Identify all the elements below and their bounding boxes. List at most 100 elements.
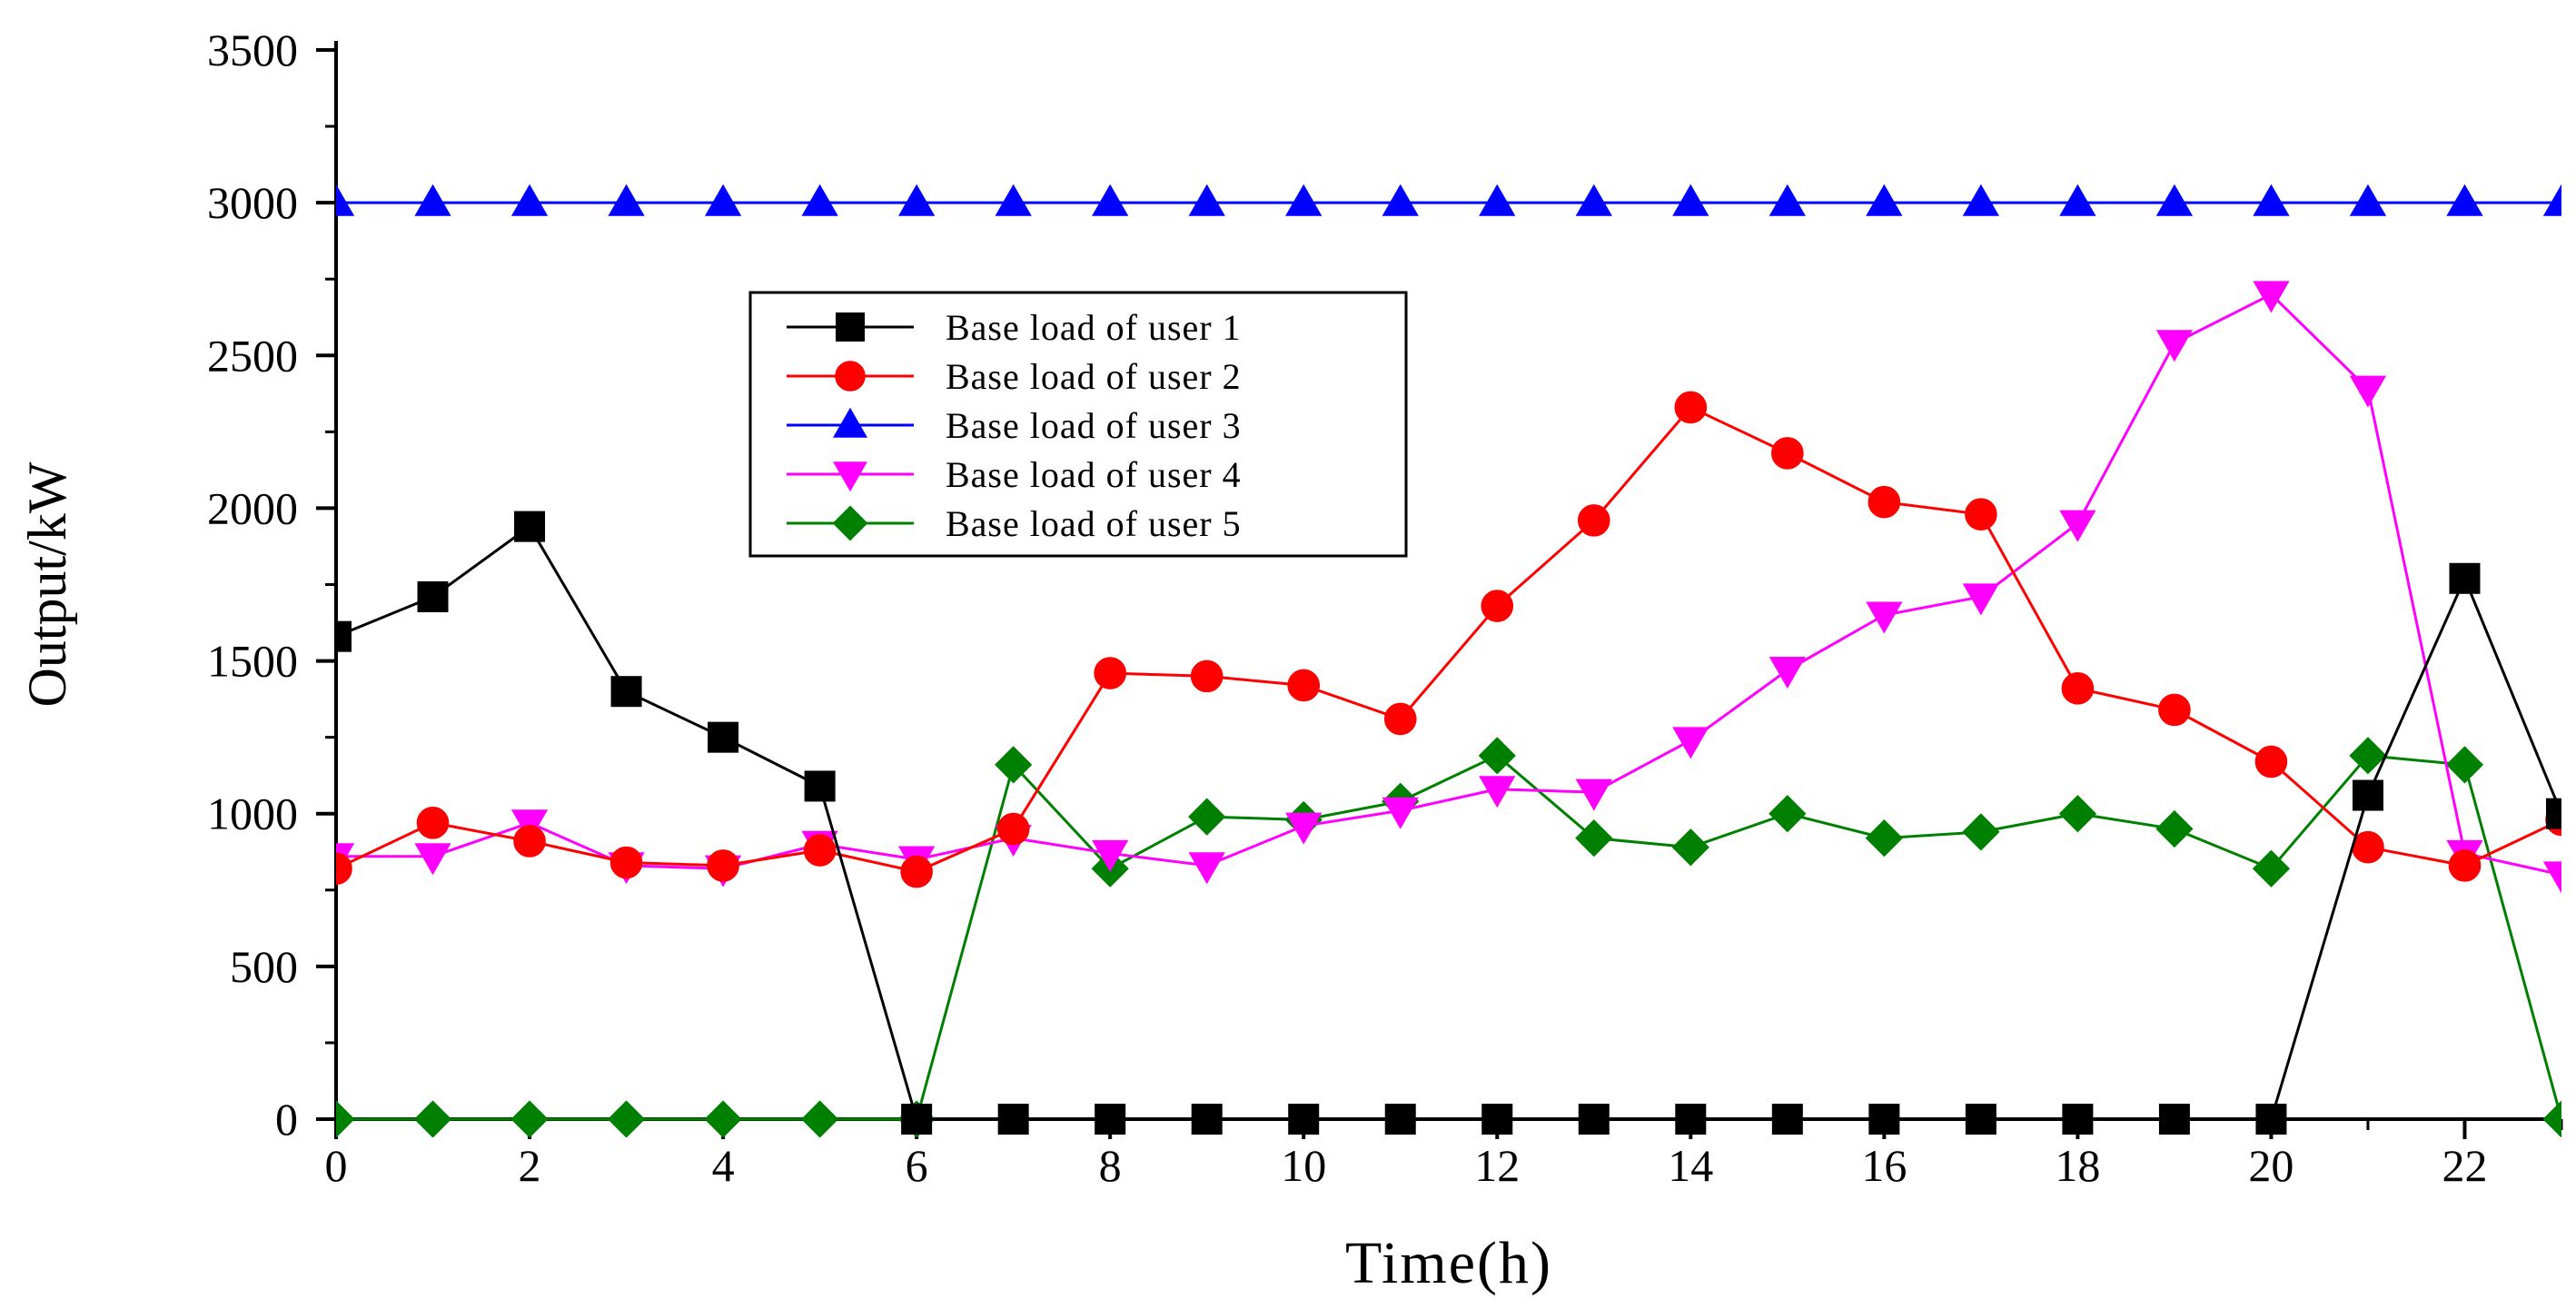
- plot-series: [336, 183, 2561, 1137]
- data-point-user-2: [1481, 590, 1514, 622]
- legend-label: Base load of user 3: [946, 405, 1242, 446]
- data-point-user-2: [2061, 672, 2095, 705]
- data-point-user-2: [1287, 669, 1321, 702]
- data-point-user-3: [801, 183, 838, 216]
- legend: Base load of user 1 Base load of user 2 Ba…: [748, 291, 1408, 558]
- data-point-user-2: [1190, 659, 1224, 693]
- x-tick-label: 14: [1668, 1140, 1713, 1191]
- data-point-user-2: [900, 855, 933, 888]
- data-point-user-1: [336, 620, 352, 652]
- data-point-user-4: [1188, 852, 1225, 885]
- data-point-user-3: [1188, 183, 1225, 216]
- data-point-user-2: [416, 807, 450, 839]
- data-point-user-3: [2446, 183, 2483, 216]
- data-point-user-5: [2542, 1100, 2561, 1137]
- data-point-user-3: [2253, 183, 2290, 216]
- data-point-user-3: [1382, 183, 1419, 216]
- data-point-user-1: [2546, 798, 2561, 829]
- data-point-user-3: [510, 183, 549, 216]
- data-point-user-5: [800, 1100, 839, 1137]
- data-point-user-3: [2059, 183, 2096, 216]
- data-point-user-4: [1382, 797, 1419, 829]
- legend-label: Base load of user 4: [946, 454, 1242, 495]
- legend-marker: [833, 461, 867, 492]
- legend-item: Base load of user 1: [787, 307, 1242, 348]
- legend-label: Base load of user 1: [946, 307, 1242, 348]
- series-line-user-5: [336, 754, 2561, 1121]
- data-point-user-2: [2352, 830, 2384, 864]
- legend-item: Base load of user 4: [787, 454, 1242, 495]
- series-user-2: [336, 391, 2561, 888]
- data-point-user-2: [1383, 702, 1417, 736]
- data-point-user-3: [2542, 183, 2561, 216]
- data-point-user-2: [1094, 657, 1126, 689]
- data-point-user-5: [607, 1100, 646, 1137]
- x-tick-label: 0: [325, 1140, 348, 1191]
- x-tick-label: 18: [2055, 1140, 2100, 1191]
- data-point-user-4: [1092, 839, 1129, 872]
- data-point-user-3: [898, 183, 936, 216]
- data-point-user-5: [1575, 819, 1613, 858]
- data-point-user-4: [2349, 375, 2387, 408]
- y-axis-label: Output/kW: [17, 461, 77, 707]
- x-tick-label: 22: [2442, 1140, 2487, 1191]
- x-tick-label: 4: [712, 1140, 735, 1191]
- data-point-user-5: [2252, 849, 2291, 888]
- x-tick-label: 12: [1474, 1140, 1520, 1191]
- y-tick-label: 3500: [207, 25, 298, 75]
- y-tick-label: 2000: [207, 482, 298, 533]
- data-point-user-4: [2155, 330, 2194, 362]
- x-tick-label: 10: [1281, 1140, 1326, 1191]
- data-point-user-1: [1578, 1104, 1610, 1135]
- data-point-user-4: [2542, 861, 2561, 894]
- y-tick-label: 500: [230, 941, 298, 992]
- data-point-user-5: [995, 746, 1033, 784]
- data-point-user-1: [2062, 1104, 2094, 1135]
- data-point-user-4: [1575, 778, 1612, 811]
- data-point-user-3: [1575, 183, 1612, 216]
- data-point-user-1: [804, 770, 836, 802]
- data-point-user-2: [1771, 437, 1804, 470]
- data-point-user-4: [1769, 657, 1806, 689]
- data-point-user-2: [2158, 693, 2191, 727]
- series-user-4: [336, 281, 2561, 894]
- legend-marker: [835, 361, 866, 392]
- legend-label: Base load of user 2: [946, 356, 1242, 397]
- data-point-user-2: [336, 852, 352, 886]
- data-point-user-3: [704, 183, 742, 216]
- data-point-user-2: [707, 849, 739, 882]
- data-point-user-1: [1384, 1104, 1416, 1135]
- data-point-user-1: [2255, 1104, 2287, 1135]
- series-line-user-1: [336, 524, 2561, 1121]
- data-point-user-1: [1095, 1104, 1126, 1135]
- data-point-user-4: [1479, 776, 1516, 808]
- data-point-user-5: [413, 1100, 452, 1137]
- legend-item: Base load of user 2: [787, 356, 1242, 397]
- data-point-user-3: [1092, 183, 1129, 216]
- data-point-user-5: [704, 1100, 742, 1137]
- data-point-user-5: [336, 1100, 355, 1137]
- data-point-user-1: [1771, 1104, 1803, 1135]
- series-line-user-4: [336, 293, 2561, 877]
- x-tick-label: 2: [519, 1140, 541, 1191]
- legend-item: Base load of user 5: [787, 503, 1241, 544]
- data-point-user-4: [414, 843, 451, 876]
- data-point-user-3: [1866, 183, 1903, 216]
- data-point-user-4: [1672, 727, 1709, 759]
- data-point-user-5: [1962, 813, 2000, 851]
- data-point-user-1: [1675, 1104, 1707, 1135]
- y-tick-label: 0: [275, 1094, 298, 1145]
- x-tick-label: 16: [1861, 1140, 1907, 1191]
- data-point-user-3: [1285, 183, 1323, 216]
- data-point-user-2: [1674, 391, 1708, 424]
- data-point-user-1: [1288, 1104, 1320, 1135]
- data-point-user-5: [2058, 795, 2097, 833]
- data-point-user-1: [2449, 562, 2481, 594]
- data-point-user-2: [1965, 498, 1997, 531]
- data-point-user-2: [1577, 504, 1610, 537]
- data-point-user-4: [2253, 281, 2290, 313]
- data-point-user-2: [1868, 485, 1901, 519]
- legend-marker: [832, 505, 868, 541]
- x-axis-label: Time(h): [1345, 1230, 1552, 1296]
